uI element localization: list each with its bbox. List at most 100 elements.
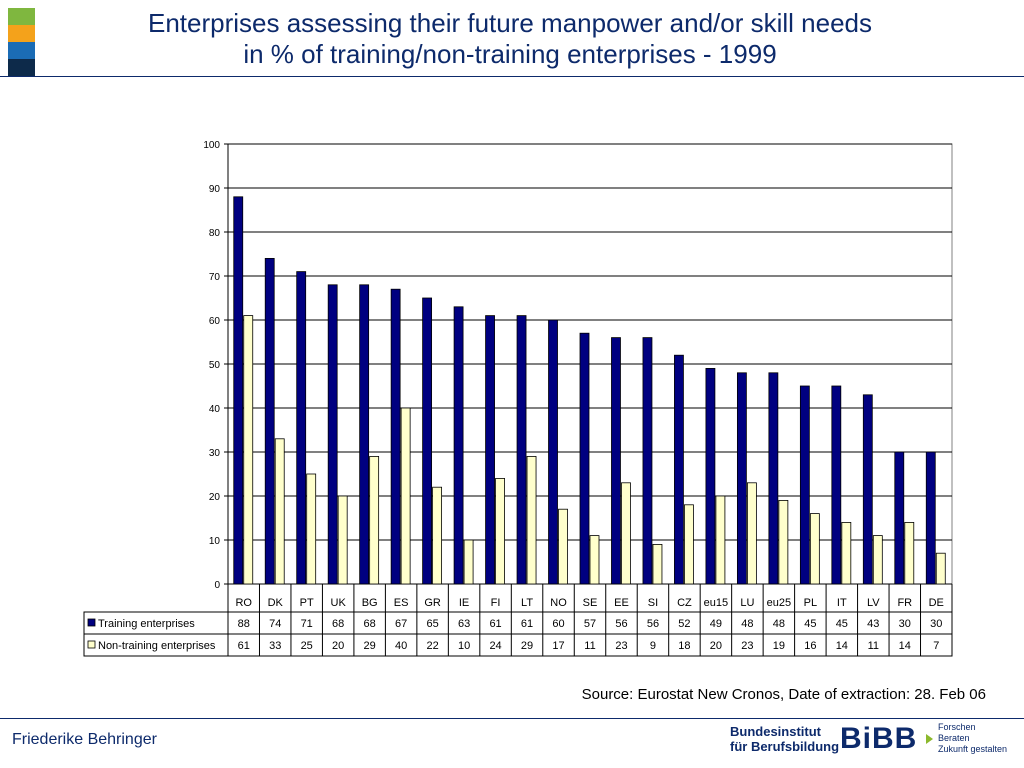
- data-label: 16: [804, 640, 816, 652]
- data-label: 45: [836, 618, 848, 630]
- bar-training: [674, 354, 684, 585]
- bar-training: [422, 297, 433, 585]
- data-label: 29: [364, 640, 376, 652]
- stripe-blue: [8, 42, 35, 59]
- bar-non-training: [715, 495, 726, 585]
- x-tick-label: DK: [268, 597, 284, 609]
- bar-non-training: [652, 544, 663, 585]
- footer-divider: [0, 718, 1024, 719]
- bar-training: [359, 284, 370, 585]
- bibb-logo: Bundesinstitut für Berufsbildung BiBB Fo…: [730, 722, 1020, 762]
- legend-label-non-training: Non-training enterprises: [98, 640, 216, 652]
- data-label: 43: [867, 618, 879, 630]
- bar-non-training: [369, 455, 380, 585]
- data-label: 56: [647, 618, 659, 630]
- logo-brand: BiBB: [840, 722, 918, 755]
- stripe-green: [8, 8, 35, 25]
- data-label: 71: [301, 618, 313, 630]
- bar-training: [516, 315, 527, 585]
- data-label: 40: [395, 640, 407, 652]
- logo-tagline: Forschen Beraten Zukunft gestalten: [938, 722, 1007, 755]
- x-tick-label: PT: [300, 597, 314, 609]
- x-tick-label: PL: [804, 597, 817, 609]
- bar-training: [894, 451, 905, 585]
- y-tick-label: 50: [209, 360, 221, 371]
- bar-training: [736, 372, 747, 585]
- bar-non-training: [463, 539, 474, 585]
- y-tick-label: 30: [209, 448, 221, 459]
- x-tick-label: RO: [235, 597, 252, 609]
- bar-training: [548, 319, 558, 585]
- data-label: 33: [269, 640, 281, 652]
- bar-training: [611, 337, 621, 585]
- bar-training: [831, 385, 842, 585]
- x-tick-label: UK: [331, 597, 347, 609]
- bar-training: [925, 451, 936, 585]
- bar-training: [296, 271, 307, 585]
- x-tick-label: DE: [929, 597, 944, 609]
- data-label: 11: [584, 640, 595, 652]
- stripe-navy: [8, 59, 35, 76]
- x-tick-label: EE: [614, 597, 629, 609]
- logo-tagline-3: Zukunft gestalten: [938, 744, 1008, 754]
- data-label: 88: [238, 618, 250, 630]
- legend-label-training: Training enterprises: [98, 618, 195, 630]
- data-label: 17: [552, 640, 564, 652]
- data-label: 67: [395, 618, 407, 630]
- logo-institute: Bundesinstitut für Berufsbildung: [730, 724, 839, 754]
- data-label: 48: [741, 618, 753, 630]
- data-label: 68: [332, 618, 344, 630]
- data-label: 11: [868, 640, 879, 652]
- y-tick-label: 0: [214, 580, 220, 591]
- y-tick-label: 60: [209, 316, 221, 327]
- bar-chart: 0 10 20 30 40 50 60 70 80 90 100 RO DK PT UK BG ES GR IE FI…: [83, 140, 953, 657]
- bar-training: [485, 315, 495, 585]
- x-tick-label: SE: [583, 597, 598, 609]
- author-name: Friederike Behringer: [12, 731, 157, 748]
- bar-non-training: [495, 477, 505, 585]
- bar-training: [705, 367, 716, 585]
- bar-training: [327, 284, 338, 585]
- x-tick-label: eu25: [767, 597, 791, 609]
- x-tick-label: IT: [837, 597, 847, 609]
- legend-swatch-non-training: [87, 640, 96, 649]
- y-tick-label: 70: [209, 272, 221, 283]
- y-tick-label: 10: [209, 536, 221, 547]
- bar-non-training: [337, 495, 348, 585]
- x-tick-label: CZ: [677, 597, 692, 609]
- bar-non-training: [243, 315, 254, 585]
- x-tick-label: LV: [867, 597, 880, 609]
- data-label: 29: [521, 640, 533, 652]
- x-tick-label: ES: [394, 597, 409, 609]
- x-tick-label: LU: [740, 597, 754, 609]
- bar-training: [799, 385, 810, 585]
- x-tick-label: IE: [459, 597, 469, 609]
- data-label: 30: [899, 618, 911, 630]
- x-tick-label: GR: [424, 597, 441, 609]
- data-label: 57: [584, 618, 596, 630]
- bar-training: [579, 332, 590, 585]
- data-label: 45: [804, 618, 816, 630]
- data-label: 74: [269, 618, 281, 630]
- source-note: Source: Eurostat New Cronos, Date of ext…: [581, 686, 986, 703]
- data-label: 19: [773, 640, 785, 652]
- bar-non-training: [558, 508, 568, 585]
- data-label: 56: [615, 618, 627, 630]
- x-tick-label: eu15: [704, 597, 728, 609]
- bar-non-training: [778, 499, 789, 585]
- x-tick-label: FR: [897, 597, 912, 609]
- data-label: 14: [899, 640, 911, 652]
- logo-institute-line-1: Bundesinstitut: [730, 724, 821, 739]
- bar-non-training: [432, 486, 443, 585]
- data-label: 23: [741, 640, 753, 652]
- data-label: 23: [615, 640, 627, 652]
- x-tick-label: NO: [550, 597, 567, 609]
- logo-tagline-1: Forschen: [938, 722, 976, 732]
- bar-non-training: [841, 522, 852, 585]
- data-label: 22: [426, 640, 438, 652]
- bar-training: [453, 306, 464, 585]
- bar-non-training: [746, 482, 757, 585]
- legend-swatch-training: [87, 618, 96, 627]
- bar-non-training: [400, 407, 411, 585]
- data-label: 20: [710, 640, 722, 652]
